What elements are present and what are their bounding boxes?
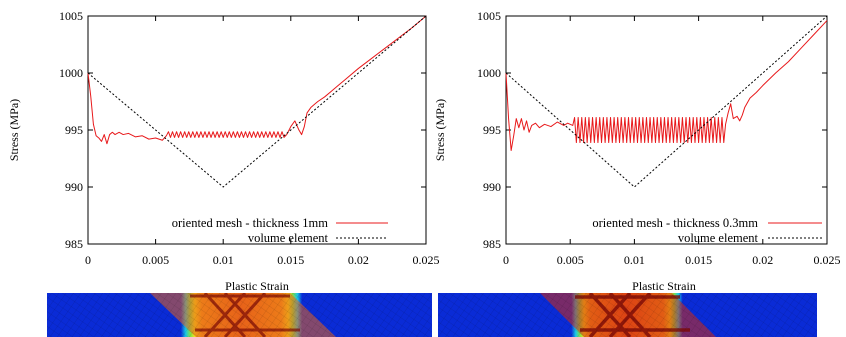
series-line-volume-element — [87, 15, 427, 188]
y-tick-label: 995 — [65, 123, 83, 137]
y-tick-label: 985 — [483, 237, 501, 251]
x-axis-label: Plastic Strain — [225, 279, 289, 293]
stress-strain-chart-1mm: 985 990 995 1000 1005 0 0.005 0.01 0.015 0.02 0.0… — [7, 9, 440, 293]
series-line-oriented-mesh — [87, 15, 427, 145]
x-axis: 0 0.005 0.01 0.015 0.02 0.025 — [85, 16, 440, 267]
y-axis: 985 990 995 1000 1005 — [59, 9, 426, 251]
series-group — [505, 15, 828, 188]
x-tick-label: 0 — [503, 253, 509, 267]
y-tick-label: 985 — [65, 237, 83, 251]
x-tick-label: 0.02 — [348, 253, 369, 267]
x-tick-label: 0.025 — [413, 253, 440, 267]
y-tick-label: 1000 — [477, 66, 501, 80]
plot-frame — [87, 15, 427, 245]
legend-label-mesh: oriented mesh - thickness 1mm — [172, 216, 328, 230]
x-tick-label: 0.005 — [142, 253, 169, 267]
legend-label-mesh: oriented mesh - thickness 0.3mm — [592, 216, 758, 230]
series-group — [87, 15, 427, 188]
legend-label-volume: volume element — [678, 231, 759, 245]
mesh-field-image-03mm — [438, 293, 817, 337]
legend: oriented mesh - thickness 1mm volume ele… — [172, 216, 388, 245]
legend: oriented mesh - thickness 0.3mm volume e… — [592, 216, 822, 245]
series-line-oriented-mesh — [505, 20, 828, 152]
plot-frame — [505, 15, 828, 245]
x-tick-label: 0.015 — [685, 253, 712, 267]
x-axis-label: Plastic Strain — [632, 279, 696, 293]
y-axis-label: Stress (MPa) — [433, 99, 447, 161]
x-tick-label: 0.015 — [277, 253, 304, 267]
y-tick-label: 1000 — [59, 66, 83, 80]
mesh-field-image-1mm — [47, 293, 432, 337]
y-tick-label: 990 — [65, 180, 83, 194]
x-tick-label: 0.005 — [557, 253, 584, 267]
x-tick-label: 0.01 — [624, 253, 645, 267]
x-axis: 0 0.005 0.01 0.015 0.02 0.025 — [503, 16, 841, 267]
y-axis: 985 990 995 1000 1005 — [477, 9, 827, 251]
y-tick-label: 990 — [483, 180, 501, 194]
y-axis-label: Stress (MPa) — [7, 99, 21, 161]
legend-label-volume: volume element — [248, 231, 329, 245]
y-tick-label: 995 — [483, 123, 501, 137]
series-line-volume-element — [505, 15, 828, 188]
x-tick-label: 0.025 — [814, 253, 841, 267]
x-tick-label: 0 — [85, 253, 91, 267]
y-tick-label: 1005 — [477, 9, 501, 23]
stress-strain-chart-03mm: 985 990 995 1000 1005 0 0.005 0.01 0.015 0.02 0.0… — [433, 9, 841, 293]
x-tick-label: 0.02 — [752, 253, 773, 267]
y-tick-label: 1005 — [59, 9, 83, 23]
x-tick-label: 0.01 — [213, 253, 234, 267]
